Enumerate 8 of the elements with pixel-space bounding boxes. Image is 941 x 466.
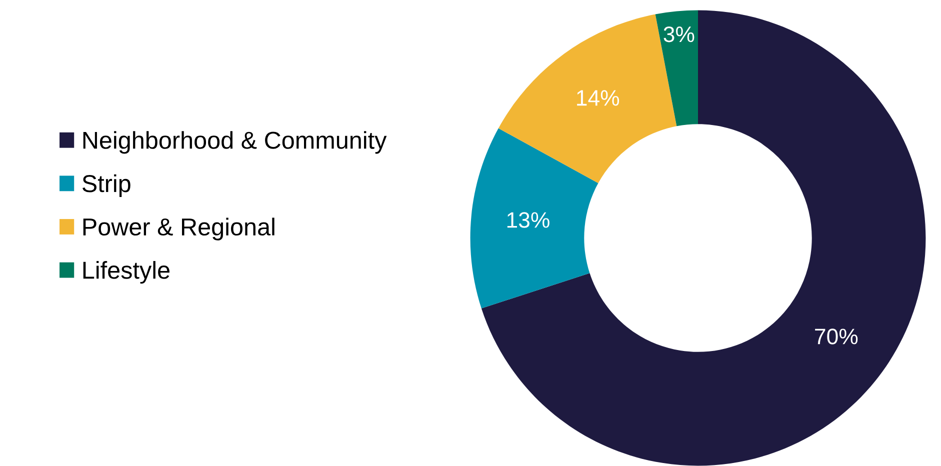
data-label: 3%: [664, 26, 694, 42]
legend-label: Strip: [82, 174, 130, 198]
data-label: 14%: [577, 90, 620, 106]
legend-label: Lifestyle: [83, 261, 170, 284]
legend-label: Power & Regional: [83, 218, 274, 240]
data-label: 70%: [815, 328, 858, 344]
legend-label: Neighborhood & Community: [83, 131, 387, 154]
data-label: 13%: [507, 212, 550, 228]
